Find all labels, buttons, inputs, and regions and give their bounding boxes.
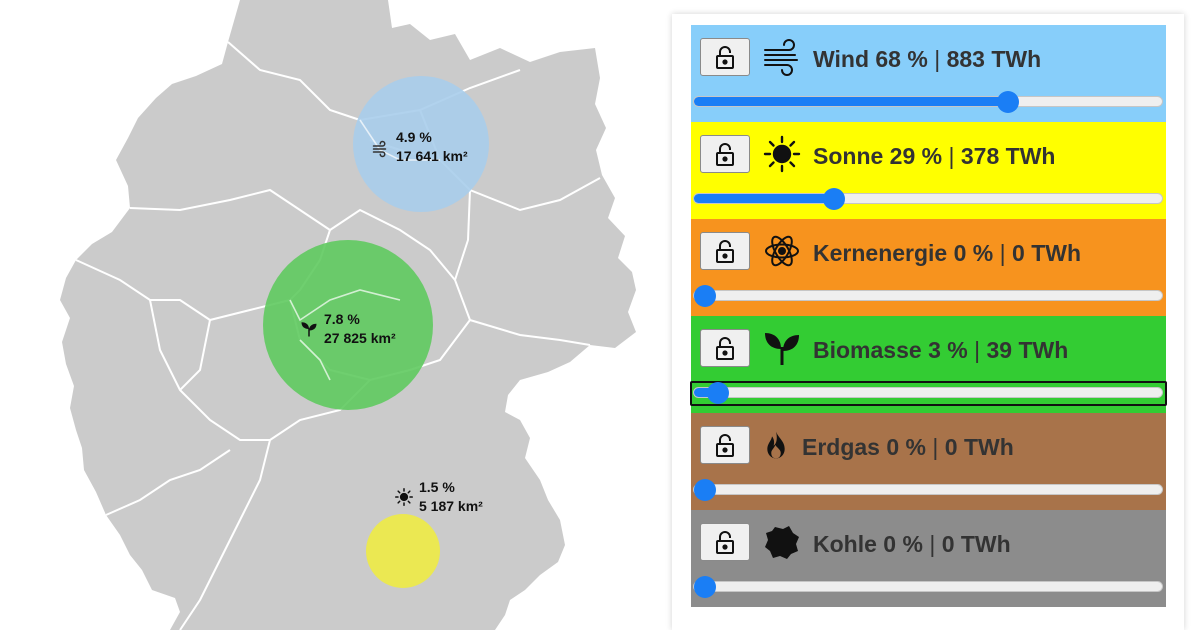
lock-button-kernenergie[interactable] [700,232,750,270]
energy-row-sonne: Sonne 29 % | 378 TWh [691,122,1166,219]
wind-icon [764,39,798,76]
slider-focus-ring [690,381,1167,406]
solar-circle-percent: 1.5 % [419,479,455,495]
source-name: Kernenergie [813,240,948,266]
biomass-circle-area: 27 825 km² [324,330,396,346]
sprout-icon [301,322,317,337]
wind-area-circle [353,76,489,212]
slider-thumb[interactable] [694,285,716,307]
sun-icon [763,135,801,173]
unlock-icon [716,46,734,69]
coal-icon [765,526,799,559]
row-title-biomasse: Biomasse 3 % | 39 TWh [813,337,1069,363]
solar-circle-area: 5 187 km² [419,498,483,514]
slider-kernenergie[interactable] [693,285,1163,307]
slider-thumb[interactable] [997,91,1020,113]
lock-button-wind[interactable] [700,38,750,76]
row-title-erdgas: Erdgas 0 % | 0 TWh [802,434,1014,460]
slider-kohle[interactable] [693,576,1163,598]
flame-icon [767,431,785,459]
source-name: Erdgas [802,434,880,460]
source-percent: 3 % [928,337,968,363]
slider-thumb[interactable] [694,479,716,501]
wind-circle-area: 17 641 km² [396,148,468,164]
biomass-area-circle [263,240,433,410]
unlock-icon [716,337,734,360]
source-name: Sonne [813,143,884,169]
slider-fill [694,194,835,203]
wind-circle-percent: 4.9 % [396,129,432,145]
source-energy: 39 TWh [986,337,1069,363]
energy-row-kohle: Kohle 0 % | 0 TWh [691,510,1166,607]
source-percent: 0 % [883,531,923,557]
source-energy: 0 TWh [941,531,1011,557]
unlock-icon [716,240,734,263]
state-borders [75,41,601,630]
energy-row-biomasse: Biomasse 3 % | 39 TWh [690,316,1167,413]
row-title-sonne: Sonne 29 % | 378 TWh [813,143,1056,169]
sun-icon [395,488,413,506]
energy-row-erdgas: Erdgas 0 % | 0 TWh [691,413,1166,510]
slider-thumb[interactable] [823,188,846,210]
wind-icon [372,140,387,158]
row-title-kohle: Kohle 0 % | 0 TWh [813,531,1011,557]
source-percent: 68 % [875,46,928,72]
slider-thumb[interactable] [694,576,716,598]
slider-wind[interactable] [693,91,1163,113]
solar-circle-label: 1.5 % 5 187 km² [395,478,535,518]
energy-mix-panel: Wind 68 % | 883 TWh Sonne 29 % | 378 TWh [672,14,1184,630]
lock-button-kohle[interactable] [700,523,750,561]
source-energy: 883 TWh [946,46,1042,72]
solar-area-circle [366,514,440,588]
source-name: Kohle [813,531,877,557]
source-energy: 378 TWh [960,143,1056,169]
germany-map-shape [60,0,636,630]
unlock-icon [716,434,734,457]
energy-row-wind: Wind 68 % | 883 TWh [691,25,1166,122]
row-title-kernenergie: Kernenergie 0 % | 0 TWh [813,240,1082,266]
source-percent: 29 % [889,143,943,169]
source-energy: 0 TWh [944,434,1014,460]
row-title-wind: Wind 68 % | 883 TWh [813,46,1042,72]
lock-button-biomasse[interactable] [700,329,750,367]
biomass-circle-label: 7.8 % 27 825 km² [300,310,440,350]
slider-fill [694,97,1009,106]
sprout-icon [765,333,799,365]
wind-circle-label: 4.9 % 17 641 km² [372,128,512,168]
source-percent: 0 % [953,240,994,266]
slider-thumb[interactable] [707,382,730,404]
energy-row-kernenergie: Kernenergie 0 % | 0 TWh [691,219,1166,316]
germany-map: 4.9 % 17 641 km² 7.8 % 27 825 km² 1.5 % … [60,0,636,630]
source-percent: 0 % [886,434,927,460]
unlock-icon [716,531,734,554]
slider-fill [694,388,719,397]
source-name: Wind [813,46,869,72]
slider-biomasse[interactable] [693,382,1163,404]
source-energy: 0 TWh [1012,240,1082,266]
lock-button-sonne[interactable] [700,135,750,173]
lock-button-erdgas[interactable] [700,426,750,464]
biomass-circle-percent: 7.8 % [324,311,360,327]
unlock-icon [716,143,734,166]
slider-sonne[interactable] [693,188,1163,210]
source-name: Biomasse [813,337,922,363]
atom-icon [765,235,799,267]
slider-erdgas[interactable] [693,479,1163,501]
